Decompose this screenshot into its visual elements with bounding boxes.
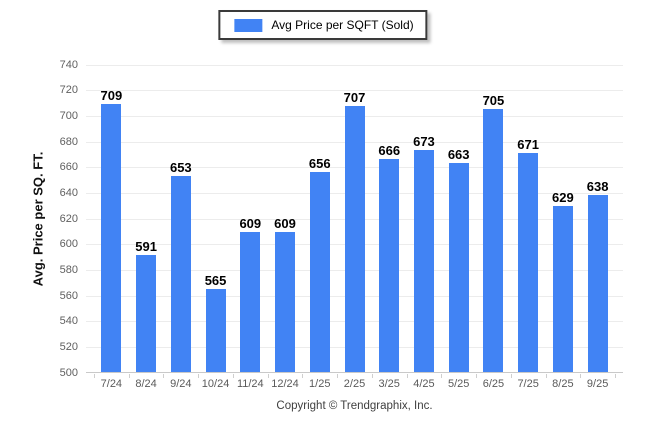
x-axis-tick-label: 5/25 — [447, 378, 470, 390]
bar — [448, 162, 469, 372]
bar — [344, 106, 365, 372]
x-axis-tick-mark — [302, 374, 304, 378]
bar-value-label: 673 — [413, 133, 435, 149]
bar-value-label: 705 — [482, 92, 505, 108]
bar — [136, 255, 157, 372]
bar-value-label: 663 — [447, 146, 470, 162]
plot-area: 500 520 540 560 580 600 620 640 660 680 700 720 740 7… — [60, 59, 623, 390]
bar-value-label: 666 — [378, 142, 401, 158]
bar-value-label: 591 — [135, 239, 157, 255]
bar — [518, 152, 539, 372]
x-axis-tick-mark — [163, 374, 165, 378]
x-axis-tick-mark — [94, 374, 95, 378]
bar-value-label: 609 — [274, 216, 296, 232]
x-axis-tick-mark — [441, 374, 443, 378]
x-axis-tick-label: 2/25 — [343, 378, 366, 390]
x-axis-tick-mark — [580, 374, 582, 378]
bar-value-label: 629 — [552, 190, 574, 206]
gridline — [86, 90, 623, 92]
x-axis-tick-mark — [232, 374, 234, 378]
bar-value-label: 653 — [169, 159, 192, 175]
y-axis-tick-label: 580 — [59, 263, 78, 276]
bar — [309, 171, 330, 372]
y-axis-tick-label: 700 — [59, 109, 78, 122]
bar-value-label: 565 — [204, 272, 227, 288]
y-axis-tick-label: 500 — [59, 366, 78, 379]
bar — [170, 175, 191, 372]
x-axis-tick-mark — [337, 374, 339, 378]
bar — [552, 206, 573, 372]
x-axis-tick-mark — [128, 374, 130, 378]
y-axis-tick-label: 540 — [59, 315, 78, 328]
bar — [205, 288, 226, 372]
x-axis-tick-label: 4/25 — [413, 378, 435, 390]
bar — [379, 158, 400, 372]
bar-value-label: 609 — [239, 216, 262, 232]
x-axis-tick-label: 12/24 — [271, 378, 299, 390]
x-axis-tick-label: 9/24 — [170, 378, 192, 390]
x-axis-tick-mark — [476, 374, 478, 378]
y-axis-tick-label: 680 — [59, 135, 78, 148]
y-axis-tick-label: 660 — [59, 161, 78, 174]
legend-swatch — [234, 18, 263, 32]
x-axis-tick-label: 8/25 — [552, 378, 574, 390]
bar — [101, 103, 122, 372]
legend-label: Avg Price per SQFT (Sold) — [271, 18, 414, 32]
bar-value-label: 638 — [586, 178, 609, 194]
y-axis-tick-label: 560 — [59, 289, 78, 302]
bar — [483, 108, 504, 372]
y-axis-tick-label: 600 — [59, 238, 78, 251]
x-axis-tick-label: 7/25 — [517, 378, 539, 390]
gridline — [86, 64, 623, 66]
x-axis-tick-label: 11/24 — [236, 378, 264, 390]
bar-value-label: 671 — [517, 136, 539, 152]
x-axis-tick-mark — [510, 374, 512, 378]
x-axis-tick-label: 10/24 — [201, 378, 230, 390]
y-axis-tick-label: 740 — [59, 58, 78, 71]
x-axis-tick-mark — [371, 374, 373, 378]
x-axis-tick-label: 1/25 — [309, 378, 331, 390]
bar — [275, 232, 296, 372]
x-axis-tick-label: 6/25 — [482, 378, 505, 390]
x-axis-tick-mark — [406, 374, 408, 378]
x-axis-tick-mark — [198, 374, 200, 378]
bar-value-label: 656 — [308, 155, 331, 171]
y-axis-tick-label: 520 — [59, 340, 78, 353]
x-axis-tick-mark — [615, 374, 616, 378]
y-axis-tick-label: 720 — [59, 84, 78, 97]
x-axis-tick-mark — [545, 374, 547, 378]
x-axis-tick-label: 8/24 — [135, 378, 157, 390]
bar — [413, 149, 434, 372]
bar-value-label: 709 — [100, 87, 123, 103]
bar — [587, 194, 608, 372]
y-axis-tick-label: 640 — [59, 186, 78, 199]
bar-value-label: 707 — [343, 90, 366, 106]
x-axis-tick-mark — [267, 374, 269, 378]
x-axis-tick-label: 9/25 — [586, 378, 609, 390]
x-axis-tick-label: 3/25 — [378, 378, 400, 390]
legend: Avg Price per SQFT (Sold) — [218, 10, 428, 40]
y-axis-tick-label: 620 — [59, 212, 78, 225]
x-axis-tick-label: 7/24 — [100, 378, 123, 390]
copyright-text: Copyright © Trendgraphix, Inc. — [276, 400, 433, 412]
bar — [240, 232, 261, 372]
